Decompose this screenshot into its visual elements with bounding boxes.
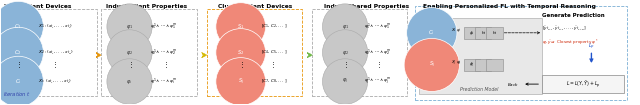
Text: $X_i\ \varphi_i$: $X_i\ \varphi_i$ [451, 26, 461, 34]
Text: Draw Client Devices: Draw Client Devices [4, 4, 71, 9]
Text: $\vdots$: $\vdots$ [238, 61, 244, 70]
Text: $\phi_i$: $\phi_i$ [469, 29, 475, 37]
Text: $L_p$: $L_p$ [588, 42, 595, 52]
Text: $S_j$: $S_j$ [429, 60, 435, 70]
FancyBboxPatch shape [419, 18, 542, 94]
Ellipse shape [107, 4, 152, 49]
Text: $\varphi_1$: $\varphi_1$ [126, 23, 133, 31]
Ellipse shape [0, 56, 44, 105]
Text: $\phi_j$: $\phi_j$ [469, 60, 475, 69]
Text: Induct Shared Properties: Induct Shared Properties [324, 4, 410, 9]
Ellipse shape [406, 8, 457, 58]
Text: $h_i$: $h_i$ [481, 29, 486, 37]
FancyBboxPatch shape [475, 59, 492, 71]
Ellipse shape [216, 3, 266, 51]
Text: $C_i$: $C_i$ [15, 77, 22, 86]
Text: Iteration $t$: Iteration $t$ [3, 90, 31, 98]
Text: $[C_7,C_8,...]$: $[C_7,C_8,...]$ [262, 78, 288, 85]
Text: $X_2:(x_{t_1},...,x_{t_m})$: $X_2:(x_{t_1},...,x_{t_m})$ [38, 49, 74, 56]
Text: $\varphi_1^1\wedge\cdots\wedge\varphi_1^m$: $\varphi_1^1\wedge\cdots\wedge\varphi_1^… [150, 21, 177, 32]
Text: $X_i:(x_{t_1},...,x_{t_q})$: $X_i:(x_{t_1},...,x_{t_q})$ [38, 78, 72, 85]
Text: $\vdots$: $\vdots$ [15, 61, 21, 70]
Ellipse shape [323, 30, 368, 75]
Text: $\varphi_2^1\wedge\cdots\wedge\varphi_2^m$: $\varphi_2^1\wedge\cdots\wedge\varphi_2^… [150, 47, 177, 58]
Text: $C_i$: $C_i$ [428, 28, 435, 37]
Text: $S_2$: $S_2$ [237, 48, 244, 57]
FancyBboxPatch shape [464, 27, 480, 39]
Ellipse shape [0, 27, 44, 78]
Text: $\varphi_1$: $\varphi_1$ [342, 23, 349, 31]
Text: $\vdots$: $\vdots$ [342, 61, 348, 70]
Text: $\vdots$: $\vdots$ [163, 61, 168, 70]
Text: $\vdots$: $\vdots$ [375, 61, 381, 70]
Text: Enabling Personalized FL with Temporal Reasoning: Enabling Personalized FL with Temporal R… [423, 4, 596, 9]
Ellipse shape [107, 30, 152, 75]
Text: $[C_4,C_5,...]$: $[C_4,C_5,...]$ [262, 49, 288, 56]
Ellipse shape [216, 29, 266, 76]
Text: $[C_1,C_2,...]$: $[C_1,C_2,...]$ [262, 23, 288, 30]
Text: $\varphi_2$: $\varphi_2$ [342, 49, 349, 56]
Text: $\varphi_2^1\wedge\cdots\wedge\varphi_2^m$: $\varphi_2^1\wedge\cdots\wedge\varphi_2^… [364, 47, 391, 58]
Text: Generate Prediction: Generate Prediction [542, 13, 605, 18]
Text: $S_j$: $S_j$ [237, 76, 244, 87]
Text: Cluster Client Devices: Cluster Client Devices [218, 4, 292, 9]
Text: $\vdots$: $\vdots$ [51, 61, 57, 70]
Text: Induct Client Properties: Induct Client Properties [106, 4, 188, 9]
Text: $X_1:(x_{t_1},...,x_{t_n})$: $X_1:(x_{t_1},...,x_{t_n})$ [38, 23, 74, 31]
Text: $[\hat{y}_{t_{n+1}},\hat{y}_{t_{n+2}},...,\hat{y}_{t_{n+m}}]$: $[\hat{y}_{t_{n+1}},\hat{y}_{t_{n+2}},..… [542, 25, 587, 33]
Text: $\vdots$: $\vdots$ [127, 61, 132, 70]
Text: $\varphi_i$: $\varphi_i$ [127, 77, 132, 85]
Text: $C_2$: $C_2$ [15, 48, 22, 57]
Text: $h_i$: $h_i$ [492, 29, 497, 37]
FancyBboxPatch shape [486, 59, 503, 71]
Text: $\varphi_j^1\wedge\cdots\wedge\varphi_j^m$: $\varphi_j^1\wedge\cdots\wedge\varphi_j^… [364, 76, 391, 87]
Text: $Back$: $Back$ [508, 81, 520, 88]
Text: Prediction Model: Prediction Model [460, 87, 499, 92]
Text: $\varphi_2$: $\varphi_2$ [126, 49, 133, 56]
FancyBboxPatch shape [464, 59, 480, 71]
Text: $\varphi_1^1\wedge\cdots\wedge\varphi_1^m$: $\varphi_1^1\wedge\cdots\wedge\varphi_1^… [364, 21, 391, 32]
Ellipse shape [323, 59, 368, 104]
Text: $\vdots$: $\vdots$ [269, 61, 275, 70]
FancyBboxPatch shape [542, 75, 624, 93]
Text: $L=L(Y,\hat{Y})+L_p$: $L=L(Y,\hat{Y})+L_p$ [566, 78, 600, 90]
Text: $X_j\ \varphi_j$: $X_j\ \varphi_j$ [451, 58, 461, 67]
Ellipse shape [0, 1, 44, 52]
Text: $\varphi_i,\hat{y}\Rightarrow$ Closest property $\varphi^*$: $\varphi_i,\hat{y}\Rightarrow$ Closest p… [542, 38, 599, 48]
Text: $\varphi_j$: $\varphi_j$ [342, 77, 348, 86]
Ellipse shape [404, 38, 460, 91]
Ellipse shape [323, 4, 368, 49]
Text: $S_1$: $S_1$ [237, 22, 244, 31]
Ellipse shape [107, 59, 152, 104]
Ellipse shape [216, 58, 266, 105]
Text: $C_1$: $C_1$ [15, 22, 22, 31]
FancyBboxPatch shape [486, 27, 503, 39]
FancyBboxPatch shape [475, 27, 492, 39]
Text: $\varphi_i^1\wedge\cdots\wedge\varphi_i^m$: $\varphi_i^1\wedge\cdots\wedge\varphi_i^… [150, 76, 177, 87]
